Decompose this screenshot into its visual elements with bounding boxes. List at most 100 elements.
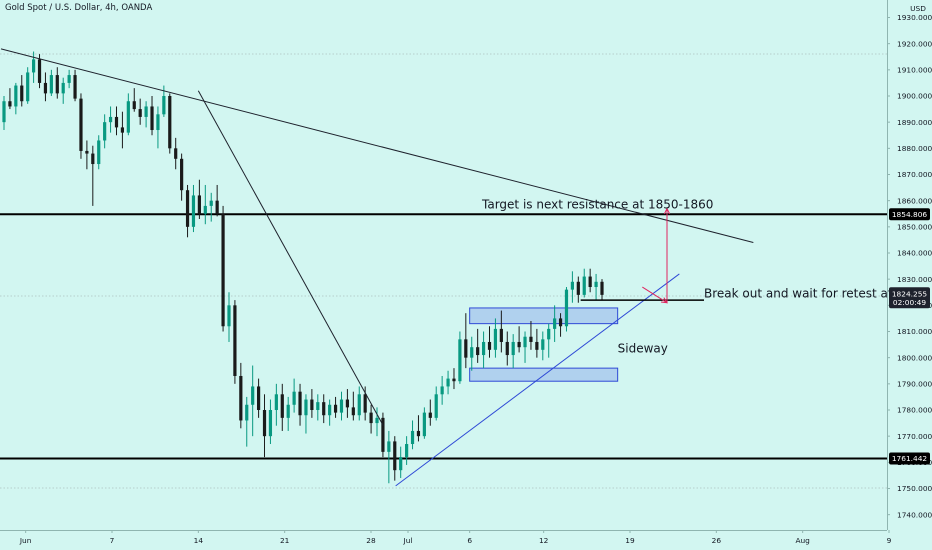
candle[interactable]	[191, 184, 196, 233]
candle[interactable]	[310, 389, 314, 418]
candle[interactable]	[67, 69, 71, 89]
candle[interactable]	[576, 276, 580, 303]
candle[interactable]	[233, 300, 237, 384]
candle[interactable]	[180, 153, 184, 201]
candle[interactable]	[245, 396, 249, 447]
candle[interactable]	[570, 271, 574, 303]
candle[interactable]	[588, 268, 592, 293]
candle[interactable]	[405, 436, 409, 465]
candle[interactable]	[138, 98, 142, 125]
candle[interactable]	[594, 273, 598, 301]
candle[interactable]	[600, 279, 604, 301]
candle[interactable]	[120, 111, 125, 149]
candle[interactable]	[43, 72, 48, 102]
candle[interactable]	[517, 326, 521, 353]
candle[interactable]	[529, 321, 533, 350]
candle[interactable]	[422, 407, 426, 439]
candle[interactable]	[97, 135, 101, 170]
candle[interactable]	[369, 404, 373, 434]
candle[interactable]	[505, 331, 509, 366]
ascending-trendline[interactable]	[395, 273, 680, 487]
level-price-label-box[interactable]	[889, 208, 930, 221]
candle[interactable]	[292, 378, 296, 413]
candle[interactable]	[541, 331, 545, 361]
candle[interactable]	[103, 114, 107, 149]
arrow-line[interactable]	[642, 286, 668, 304]
candle[interactable]	[328, 399, 332, 426]
candle[interactable]	[26, 67, 30, 104]
candle[interactable]	[487, 326, 492, 358]
candle[interactable]	[150, 96, 154, 136]
candle[interactable]	[126, 93, 130, 136]
candle[interactable]	[458, 331, 462, 384]
candle[interactable]	[547, 323, 551, 358]
candle[interactable]	[339, 391, 344, 421]
candle[interactable]	[387, 430, 391, 484]
candle[interactable]	[553, 305, 557, 342]
candle[interactable]	[49, 69, 53, 96]
candle[interactable]	[203, 184, 207, 225]
candle[interactable]	[410, 420, 415, 450]
candle[interactable]	[168, 93, 172, 154]
candle[interactable]	[351, 391, 355, 421]
candle[interactable]	[452, 368, 456, 390]
candle[interactable]	[345, 389, 350, 418]
candle[interactable]	[464, 313, 468, 369]
candle[interactable]	[73, 69, 77, 102]
descending-trendline[interactable]	[0, 48, 754, 244]
candle[interactable]	[523, 331, 527, 363]
candle[interactable]	[470, 336, 474, 371]
current-price-label-box[interactable]	[889, 287, 930, 309]
candle[interactable]	[434, 386, 438, 421]
candle[interactable]	[511, 334, 515, 369]
candle[interactable]	[14, 82, 18, 115]
candle[interactable]	[357, 386, 361, 421]
candle[interactable]	[322, 394, 326, 424]
candle[interactable]	[274, 383, 278, 426]
candle[interactable]	[298, 383, 302, 426]
candle[interactable]	[428, 399, 432, 426]
candle[interactable]	[197, 179, 201, 219]
candle[interactable]	[55, 67, 59, 99]
candle[interactable]	[262, 394, 267, 458]
consolidation-zone[interactable]	[469, 307, 619, 325]
candle[interactable]	[108, 106, 113, 133]
candle[interactable]	[535, 328, 539, 358]
candle[interactable]	[446, 370, 450, 395]
candle[interactable]	[499, 310, 503, 353]
candle[interactable]	[132, 88, 136, 112]
candle[interactable]	[268, 399, 273, 445]
candle[interactable]	[251, 365, 255, 437]
candle[interactable]	[2, 96, 6, 131]
candle[interactable]	[239, 362, 243, 429]
consolidation-zone[interactable]	[469, 367, 619, 382]
candle[interactable]	[20, 75, 24, 107]
candle[interactable]	[209, 192, 213, 222]
candle[interactable]	[221, 205, 225, 332]
candle[interactable]	[114, 106, 119, 136]
candle[interactable]	[440, 375, 444, 405]
candle[interactable]	[280, 383, 284, 431]
candle[interactable]	[144, 101, 148, 128]
candle[interactable]	[79, 93, 83, 159]
candle[interactable]	[381, 412, 385, 458]
candle[interactable]	[582, 268, 586, 298]
candle[interactable]	[416, 415, 421, 442]
candle[interactable]	[304, 394, 308, 434]
candle[interactable]	[393, 436, 397, 481]
candle[interactable]	[85, 140, 89, 170]
candle[interactable]	[399, 446, 403, 479]
candle[interactable]	[174, 137, 178, 170]
candle[interactable]	[493, 318, 498, 358]
candle[interactable]	[8, 88, 12, 110]
candle[interactable]	[37, 54, 42, 89]
candle[interactable]	[476, 328, 480, 363]
candle[interactable]	[558, 313, 563, 337]
candle[interactable]	[333, 396, 338, 418]
candle[interactable]	[32, 51, 36, 83]
candle[interactable]	[91, 145, 95, 206]
candle[interactable]	[316, 394, 320, 421]
candle[interactable]	[215, 184, 219, 217]
candle[interactable]	[564, 287, 569, 332]
